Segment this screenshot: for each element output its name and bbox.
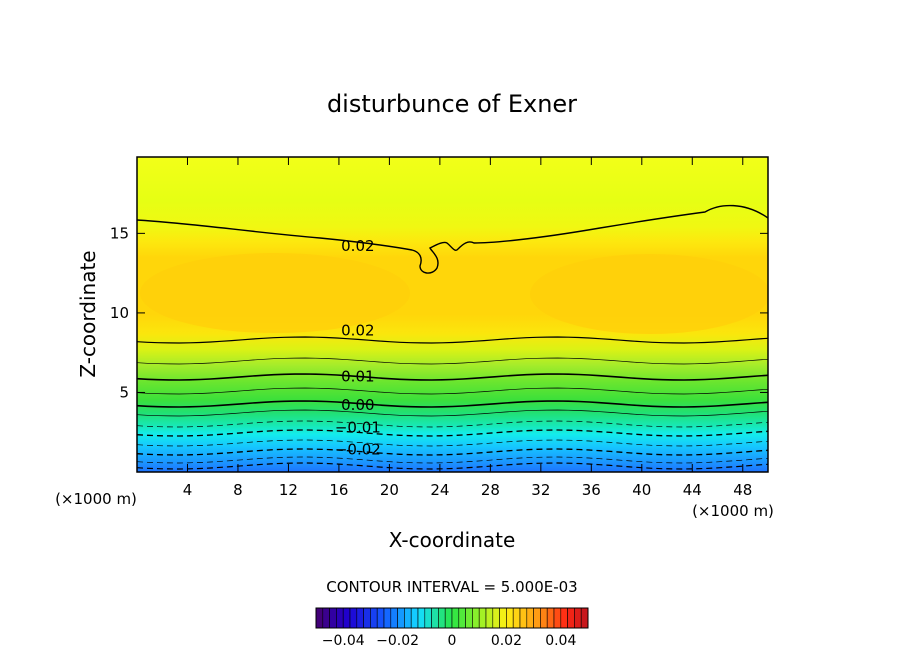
x-unit-label: (×1000 m) [55,490,137,508]
colorbar-cell [506,607,514,629]
colorbar-cell [349,607,358,629]
x-tick-label: 36 [582,481,601,499]
x-axis-ticks: 4 8 12 16 20 24 28 32 36 40 44 48 [183,157,752,499]
colorbar-cell [342,607,351,629]
contour-fill-core-right [530,254,768,334]
colorbar-cell [512,607,521,629]
x-tick-label: 48 [733,481,752,499]
contour-label: 0.02 [341,237,374,255]
contour-line [137,373,768,381]
y-tick-label: 15 [110,224,129,242]
colorbar-cell [438,607,446,629]
colorbar-cell [472,607,480,629]
contour-line [137,462,768,470]
contour-label: 0.00 [341,396,374,414]
contour-line [137,204,768,274]
colorbar-cell [499,607,507,629]
colorbar-cell [383,607,392,629]
contour-label: 0.01 [341,368,374,386]
colorbar-cell [390,607,398,629]
colorbar-cell [458,607,466,629]
colorbar-cell [417,607,426,629]
colorbar-cell [336,607,344,629]
plot-area [137,157,768,472]
contour-label: −0.01 [335,418,381,436]
colorbar-cell [580,607,589,629]
contour-line [137,420,768,428]
colorbar-tick-label: 0.02 [491,633,522,649]
x-tick-label: 20 [380,481,399,499]
x-tick-label: 16 [329,481,348,499]
colorbar-cell [431,607,439,629]
colorbar-cell [451,607,460,629]
colorbar-cell [329,607,337,629]
colorbar-cell [478,607,487,629]
contour-line [137,336,768,344]
colorbar-cell [519,607,528,629]
colorbar-tick-label: −0.02 [376,633,419,649]
contour-line [137,387,768,395]
contour-labels: 0.02 0.02 0.01 0.00 −0.01 −0.02 [335,237,381,459]
contour-line [137,448,768,456]
contour-label: −0.02 [335,441,381,459]
colorbar-cell [553,607,562,629]
contour-line [137,429,768,437]
colorbar-tick-label: −0.04 [322,633,365,649]
colorbar-cell [444,607,453,629]
colorbar-cell [465,607,473,629]
colorbar-cell [492,607,500,629]
y-tick-label: 10 [110,304,129,322]
contour-lines [137,204,768,470]
contour-line [137,456,768,464]
colorbar: −0.04 −0.02 0 0.02 0.04 [315,607,589,649]
colorbar-cell [315,607,324,629]
colorbar-cell [540,607,548,629]
colorbar-cell [546,607,555,629]
y-tick-label: 5 [119,383,129,401]
colorbar-cells [315,607,589,629]
colorbar-cell [485,607,494,629]
colorbar-tick-label: 0 [448,633,457,649]
colorbar-cell [322,607,330,629]
colorbar-cell [356,607,364,629]
contour-interval-text: CONTOUR INTERVAL = 5.000E-03 [326,578,577,596]
x-unit-label-right: (×1000 m) [692,502,774,520]
colorbar-tick-label: 0.04 [545,633,576,649]
y-axis-ticks: 5 10 15 [110,224,768,401]
plot-frame [136,156,769,473]
x-tick-label: 4 [183,481,193,499]
x-tick-label: 12 [279,481,298,499]
colorbar-cell [424,607,432,629]
x-axis-label: X-coordinate [389,528,516,552]
colorbar-cell [526,607,534,629]
colorbar-cell [574,607,582,629]
colorbar-ticks: −0.04 −0.02 0 0.02 0.04 [322,633,577,649]
x-tick-label: 8 [233,481,243,499]
colorbar-cell [370,607,378,629]
y-axis-label: Z-coordinate [76,250,100,377]
x-tick-label: 32 [531,481,550,499]
contour-line [137,357,768,365]
contour-line [137,439,768,447]
contour-line [137,409,768,417]
colorbar-cell [363,607,371,629]
colorbar-cell [404,607,412,629]
x-tick-label: 44 [683,481,702,499]
colorbar-cell [533,607,541,629]
contour-label: 0.02 [341,321,374,339]
x-tick-label: 24 [430,481,449,499]
colorbar-cell [567,607,575,629]
colorbar-cell [376,607,385,629]
colorbar-frame [315,607,589,629]
chart-title: disturbunce of Exner [327,90,577,118]
contour-fill-core-left [140,253,410,333]
x-tick-label: 28 [481,481,500,499]
x-tick-label: 40 [632,481,651,499]
colorbar-cell [560,607,568,629]
colorbar-cell [397,607,405,629]
colorbar-cell [410,607,419,629]
contour-line [137,400,768,408]
